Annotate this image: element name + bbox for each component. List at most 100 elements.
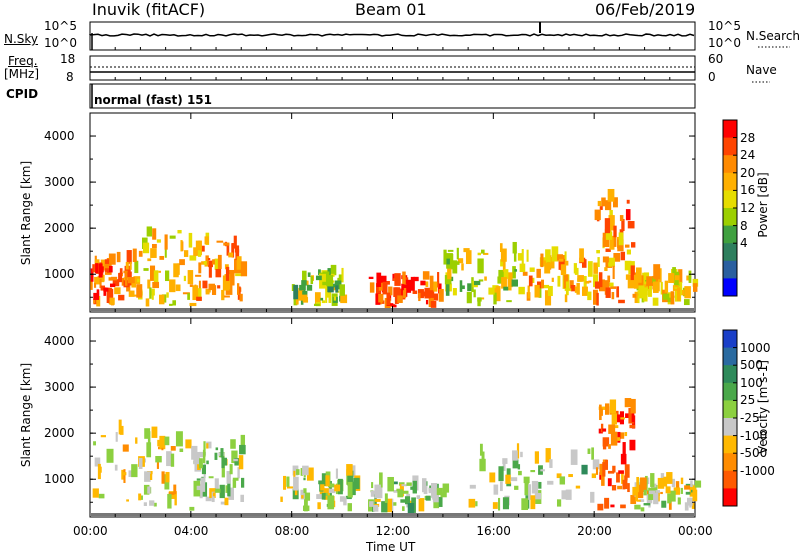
echo-cell xyxy=(158,270,162,273)
echo-cell xyxy=(94,276,100,285)
echo-cell xyxy=(614,425,619,429)
echo-cell xyxy=(239,293,243,302)
echo-cell xyxy=(565,489,572,500)
echo-cell xyxy=(605,287,611,298)
echo-cell xyxy=(559,258,564,262)
echo-cell xyxy=(452,260,458,274)
echo-cell xyxy=(343,497,347,506)
echo-cell xyxy=(545,448,551,463)
echo-cell xyxy=(106,448,114,463)
echo-cell xyxy=(536,268,541,278)
echo-cell xyxy=(591,447,594,460)
echo-cell xyxy=(151,288,155,296)
velocity-colorbar-tick-label: 1000 xyxy=(740,340,771,355)
y-tick-label: 1000 xyxy=(44,267,75,282)
echo-cell xyxy=(514,485,519,490)
echo-cell xyxy=(173,484,177,495)
echo-cell xyxy=(610,286,617,289)
echo-cell xyxy=(201,464,206,475)
x-tick-label: 12:00 xyxy=(375,524,411,538)
echo-cell xyxy=(215,447,219,451)
echo-cell xyxy=(93,292,100,300)
echo-cell xyxy=(427,289,435,298)
echo-cell xyxy=(318,269,321,276)
velocity-colorbar-tick-label: 100 xyxy=(740,375,763,390)
echo-cell xyxy=(506,482,512,487)
echo-cell xyxy=(596,250,600,254)
x-axis-label: Time UT xyxy=(366,540,416,554)
echo-cell xyxy=(166,451,172,467)
power-colorbar-swatch xyxy=(723,137,737,156)
velocity-colorbar-tick-label: 25 xyxy=(740,393,756,408)
echo-cell xyxy=(475,501,478,507)
echo-cell xyxy=(469,484,476,489)
echo-cell xyxy=(215,268,222,278)
echo-cell xyxy=(376,272,382,288)
echo-cell xyxy=(225,266,230,281)
echo-cell xyxy=(220,448,224,458)
echo-cell xyxy=(501,277,507,289)
echo-cell xyxy=(328,290,332,303)
echo-cell xyxy=(428,487,433,492)
echo-cell xyxy=(524,481,529,496)
power-colorbar-swatch xyxy=(723,155,737,174)
echo-cell xyxy=(169,279,176,293)
echo-cell xyxy=(500,259,504,267)
echo-cell xyxy=(204,264,212,267)
echo-cell xyxy=(590,491,595,503)
echo-cell xyxy=(125,261,129,270)
echo-cell xyxy=(118,294,125,301)
echo-cell xyxy=(217,254,222,270)
echo-cell xyxy=(440,492,447,498)
echo-cell xyxy=(229,464,233,475)
echo-cell xyxy=(618,299,625,304)
echo-cell xyxy=(543,260,546,265)
panel-frame-freq xyxy=(89,55,696,81)
echo-cell xyxy=(240,434,246,451)
echo-cell xyxy=(612,197,618,208)
echo-cell xyxy=(593,274,599,288)
echo-cell xyxy=(321,300,326,304)
echo-cell xyxy=(452,288,457,296)
echo-cell xyxy=(106,287,112,303)
echo-cell xyxy=(109,297,115,305)
echo-cell xyxy=(406,280,412,293)
echo-cell xyxy=(662,293,670,300)
echo-cell xyxy=(498,466,504,482)
echo-cell xyxy=(686,497,693,506)
freq-label-line2: [MHz] xyxy=(4,67,40,81)
echo-cell xyxy=(489,472,496,483)
echo-cell xyxy=(444,275,452,285)
echo-cell xyxy=(618,432,625,439)
echo-cell xyxy=(378,293,384,303)
echo-cell xyxy=(540,469,545,472)
velocity-colorbar-tick-label: -100 xyxy=(740,428,768,443)
echo-cell xyxy=(221,289,225,301)
echo-cell xyxy=(576,282,580,295)
echo-cell xyxy=(200,477,206,492)
echo-cell xyxy=(640,507,645,512)
echo-cell xyxy=(528,484,532,500)
echo-cell xyxy=(182,292,190,295)
echo-cell xyxy=(693,283,698,292)
echo-cell xyxy=(534,284,540,298)
echo-cell xyxy=(624,260,632,271)
echo-cell xyxy=(575,485,581,489)
echo-cell xyxy=(599,404,602,421)
nsearch-label: N.Search xyxy=(746,29,800,43)
echo-cell xyxy=(304,492,311,501)
echo-cell xyxy=(338,274,343,282)
echo-cell xyxy=(373,505,379,512)
echo-cell xyxy=(671,478,676,488)
echo-cell xyxy=(293,284,299,300)
power-colorbar-tick-label: 20 xyxy=(740,165,756,180)
nsky-right-tick-bottom: 10^0 xyxy=(708,36,741,50)
echo-cell xyxy=(611,485,617,491)
echo-cell xyxy=(144,428,151,439)
echo-cell xyxy=(236,256,242,270)
echo-cell xyxy=(227,481,231,497)
echo-cell xyxy=(561,490,567,500)
echo-cell xyxy=(601,473,605,486)
echo-cell xyxy=(604,459,609,470)
echo-cell xyxy=(292,465,299,476)
